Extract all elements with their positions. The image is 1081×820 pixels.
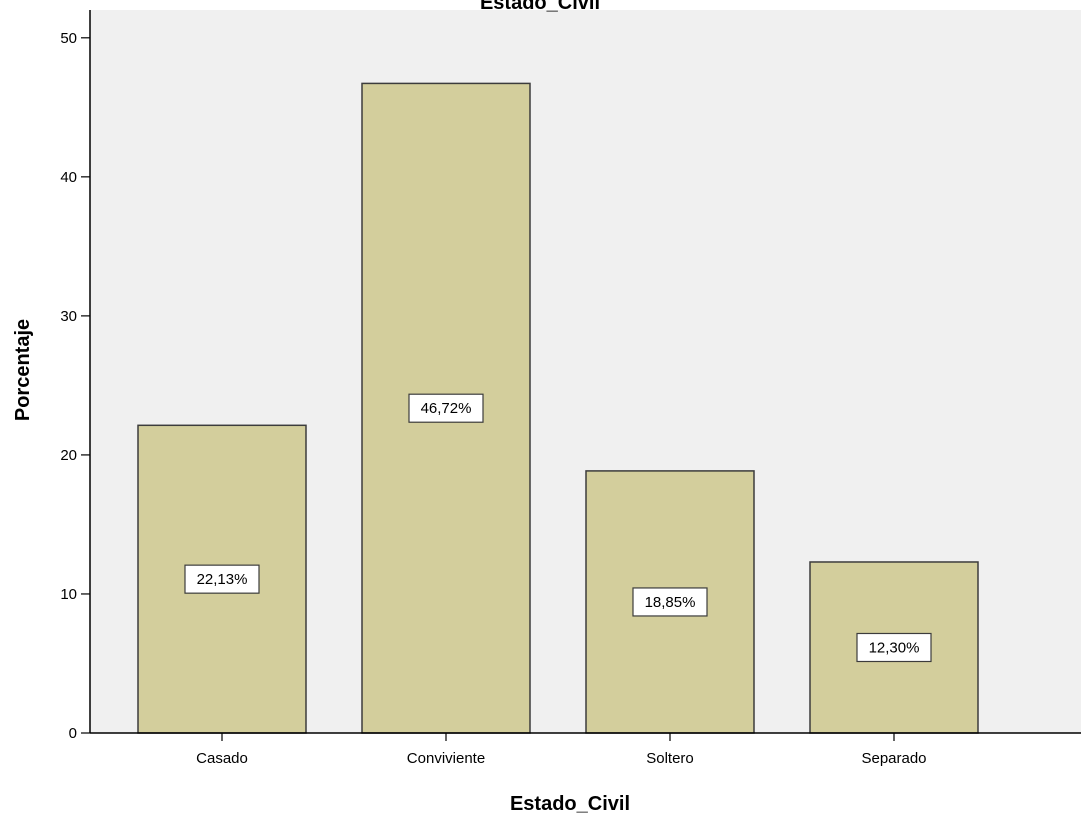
data-label: 12,30% — [869, 639, 920, 656]
y-tick-label: 30 — [60, 308, 77, 325]
chart-title: Estado_Civil — [480, 0, 600, 14]
x-tick-label: Conviviente — [407, 750, 485, 767]
y-tick-label: 10 — [60, 586, 77, 603]
x-tick-label: Separado — [861, 750, 926, 767]
data-label: 22,13% — [197, 571, 248, 588]
data-label-box — [184, 564, 260, 594]
x-tick-label: Casado — [196, 750, 248, 767]
data-label-box — [856, 632, 932, 663]
y-axis-title: Porcentaje — [12, 319, 34, 421]
data-label: 18,85% — [645, 594, 696, 611]
data-label-box — [408, 393, 484, 423]
x-tick-label: Soltero — [646, 750, 694, 767]
y-tick-label: 0 — [69, 725, 77, 742]
y-tick-label: 40 — [60, 169, 77, 186]
data-label-box — [632, 587, 708, 617]
x-axis-title: Estado_Civil — [510, 793, 630, 815]
y-tick-label: 50 — [60, 30, 77, 47]
data-label: 46,72% — [421, 400, 472, 417]
y-tick-label: 20 — [60, 447, 77, 464]
